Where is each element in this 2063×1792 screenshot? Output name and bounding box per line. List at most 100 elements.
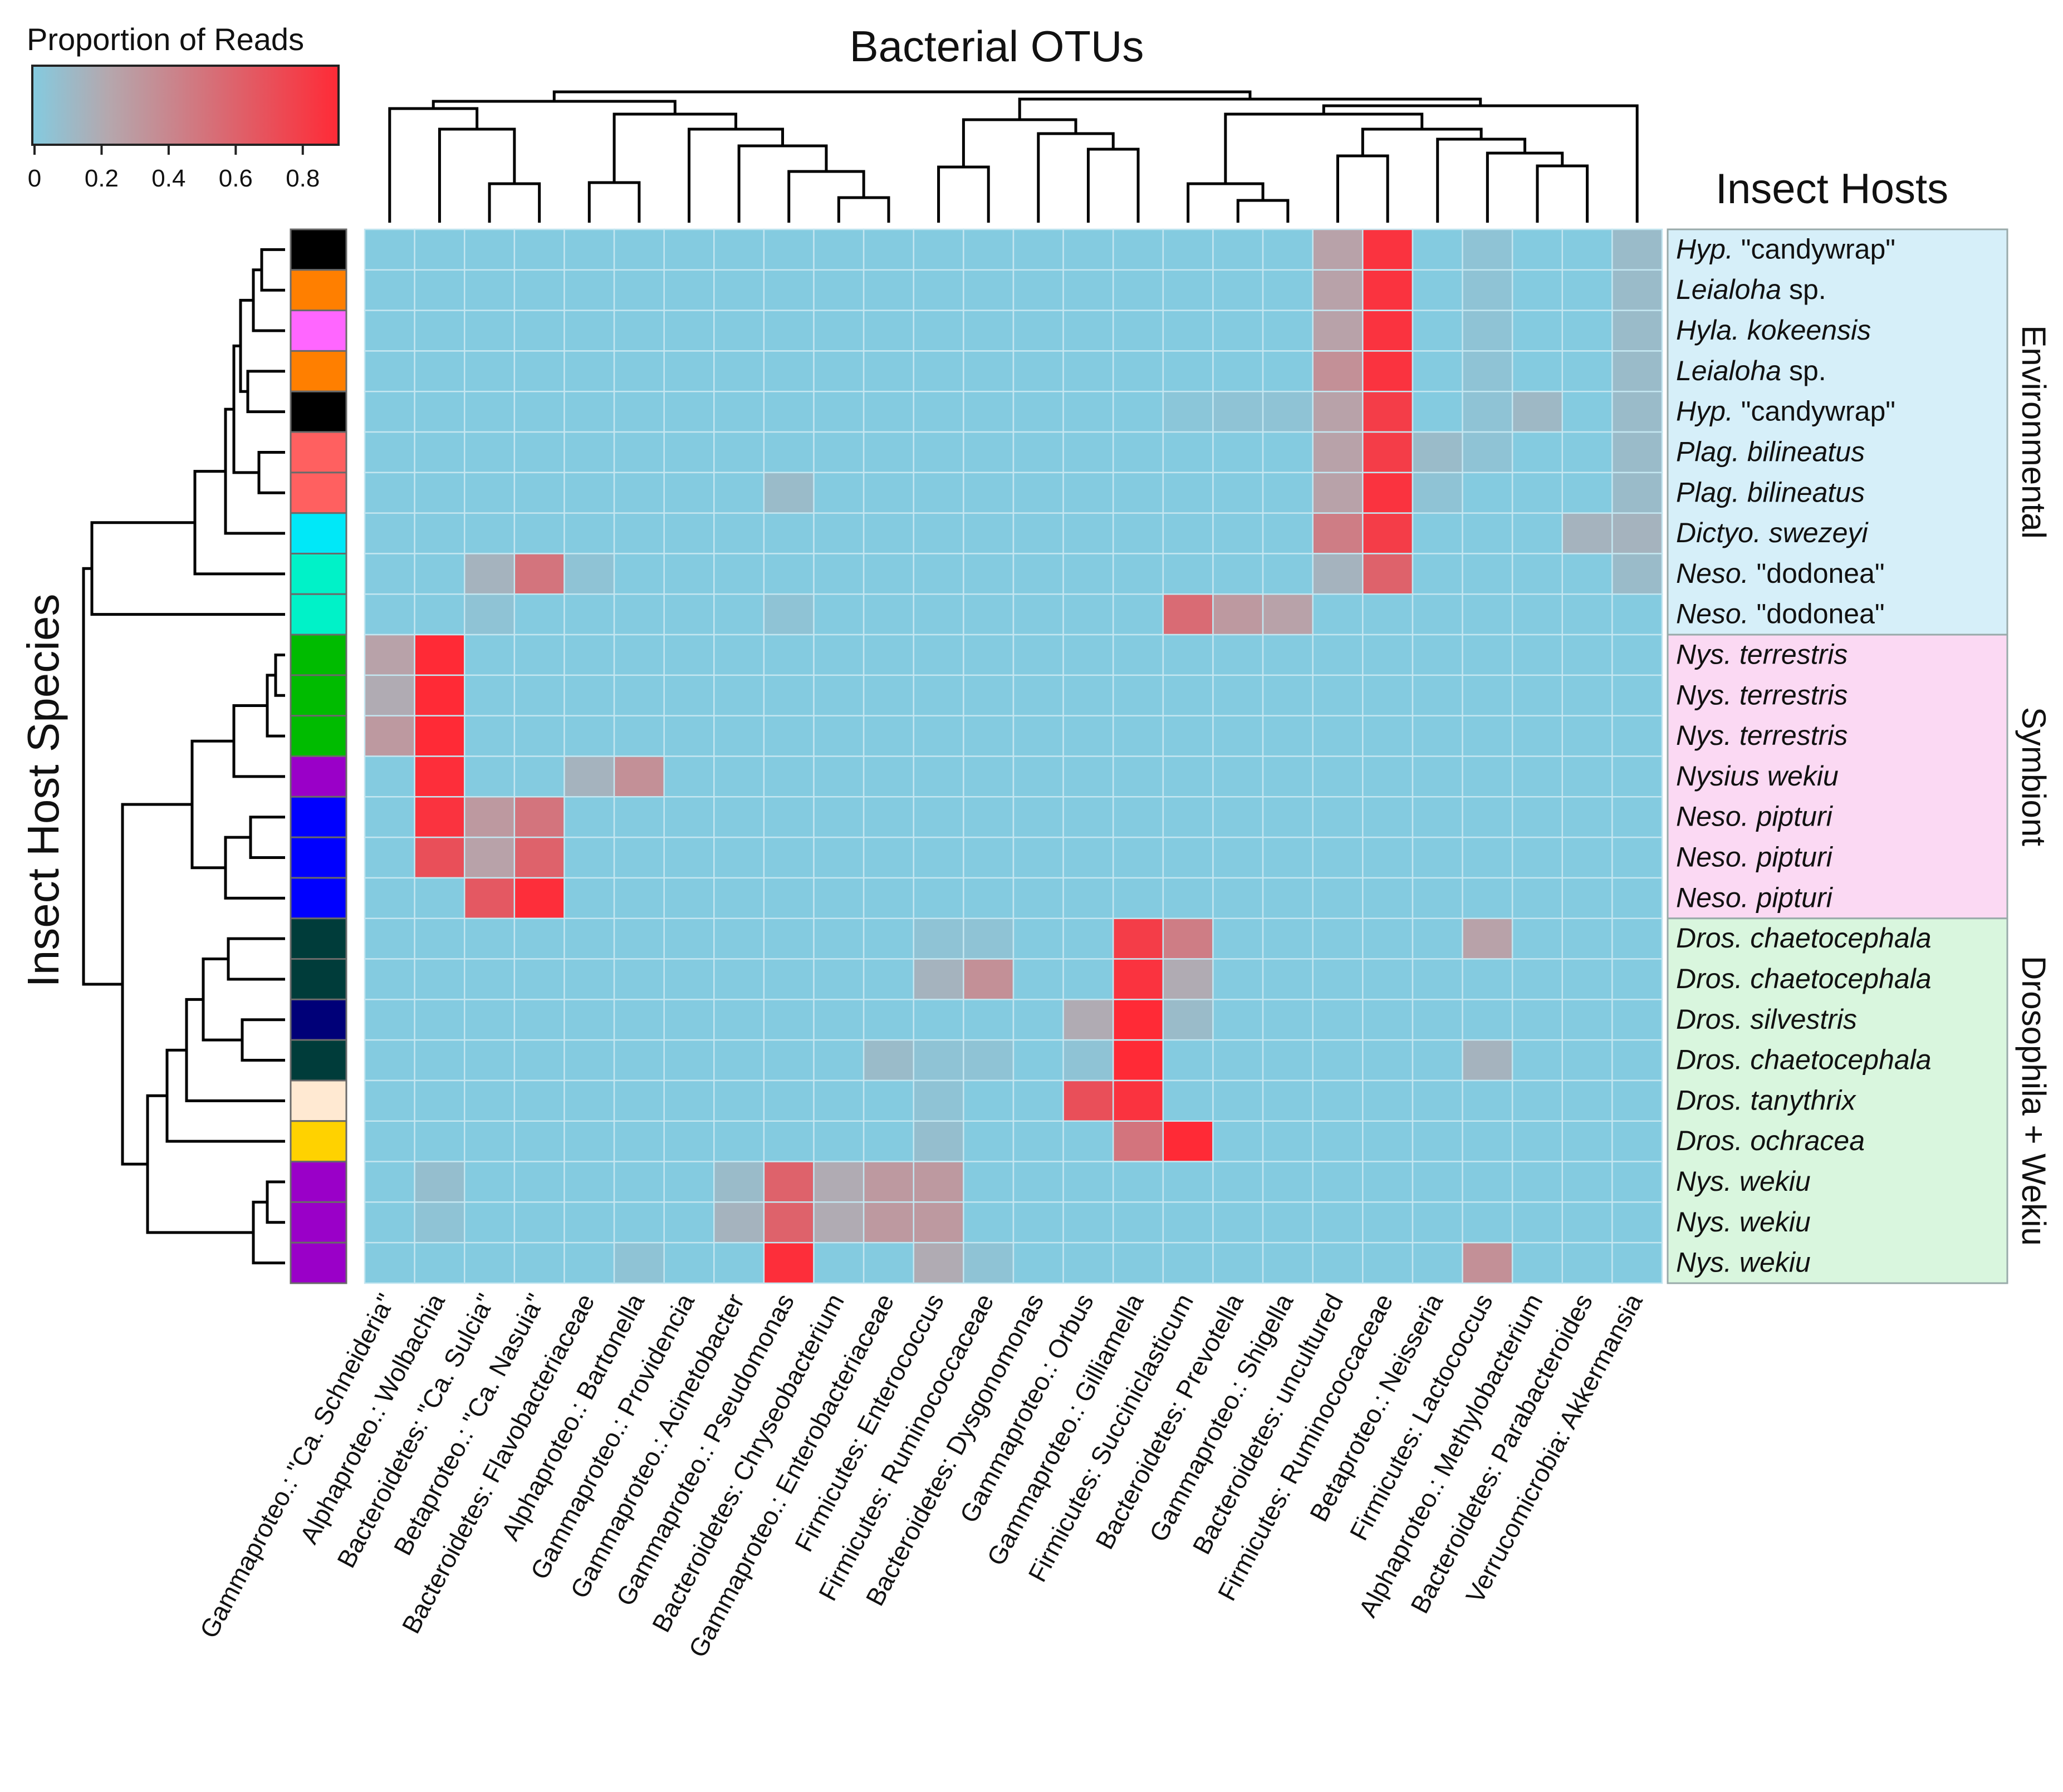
heatmap-cell bbox=[1262, 917, 1314, 960]
row-color-swatch bbox=[290, 310, 347, 352]
heatmap-cell bbox=[1262, 512, 1314, 554]
dendrogram-branch bbox=[388, 107, 479, 223]
heatmap-cell bbox=[414, 1039, 465, 1082]
heatmap-cell bbox=[1012, 715, 1064, 757]
row-label: Dros. silvestris bbox=[1676, 1004, 1857, 1035]
heatmap-cell bbox=[813, 796, 865, 838]
heatmap-cell bbox=[463, 877, 516, 919]
heatmap-cell bbox=[1561, 755, 1613, 798]
heatmap-cell bbox=[813, 836, 865, 879]
heatmap-cell bbox=[713, 796, 765, 838]
heatmap-cell bbox=[1062, 553, 1114, 595]
dendrogram-branch bbox=[190, 739, 234, 870]
heatmap-cell bbox=[1262, 958, 1314, 1000]
row-color-swatch bbox=[290, 350, 347, 392]
heatmap-cell bbox=[563, 1161, 615, 1203]
heatmap-cell bbox=[1012, 958, 1064, 1000]
heatmap-cell bbox=[913, 877, 964, 919]
heatmap-cell bbox=[1012, 553, 1064, 595]
heatmap-cell bbox=[813, 1241, 865, 1284]
heatmap-cell bbox=[364, 228, 415, 271]
heatmap-cell bbox=[1362, 512, 1414, 554]
heatmap-cell bbox=[613, 310, 665, 352]
row-label-host: Neso. pipturi bbox=[1676, 842, 1834, 873]
heatmap-cell bbox=[963, 350, 1015, 392]
row-color-swatch bbox=[290, 552, 347, 595]
heatmap-cell bbox=[913, 1161, 964, 1203]
heatmap-cell bbox=[813, 310, 865, 352]
heatmap-cell bbox=[364, 553, 415, 595]
row-label-host: Hyp. bbox=[1676, 396, 1733, 427]
row-label-suffix: "dodonea" bbox=[1749, 598, 1885, 630]
heatmap-cell bbox=[563, 917, 615, 960]
heatmap-cell bbox=[763, 472, 815, 514]
heatmap-cell bbox=[1112, 836, 1164, 879]
heatmap-cell bbox=[1561, 715, 1613, 757]
heatmap-cell bbox=[1012, 1120, 1064, 1162]
heatmap-cell bbox=[1312, 1201, 1364, 1244]
heatmap-cell bbox=[1412, 593, 1463, 636]
column-dendrogram bbox=[388, 90, 1639, 223]
heatmap-cell bbox=[1112, 755, 1164, 798]
heatmap-cell bbox=[863, 593, 915, 636]
heatmap-cell bbox=[613, 269, 665, 311]
row-color-swatch bbox=[290, 593, 347, 636]
row-color-swatch bbox=[290, 1201, 347, 1244]
heatmap-cell bbox=[1012, 431, 1064, 474]
heatmap-cell bbox=[1511, 1039, 1564, 1082]
dendrogram-branch bbox=[1037, 132, 1115, 223]
heatmap-cell bbox=[1212, 1120, 1264, 1162]
heatmap-cell bbox=[663, 634, 715, 676]
heatmap-cell bbox=[1012, 877, 1064, 919]
heatmap-cell bbox=[763, 674, 815, 716]
heatmap-cell bbox=[1112, 553, 1164, 595]
heatmap-cell bbox=[1062, 512, 1114, 554]
heatmap-cell bbox=[463, 836, 516, 879]
heatmap-cell bbox=[513, 350, 565, 392]
heatmap-cell bbox=[1611, 755, 1663, 798]
heatmap-cell bbox=[713, 755, 765, 798]
row-color-swatch bbox=[290, 836, 347, 879]
heatmap-cell bbox=[613, 796, 665, 838]
heatmap-cell bbox=[1412, 1161, 1463, 1203]
heatmap-cell bbox=[1412, 917, 1463, 960]
heatmap-cell bbox=[1511, 593, 1564, 636]
heatmap-cell bbox=[963, 593, 1015, 636]
heatmap-cell bbox=[1262, 593, 1314, 636]
heatmap-cell bbox=[1112, 674, 1164, 716]
heatmap-cell bbox=[463, 1201, 516, 1244]
heatmap-cell bbox=[813, 1079, 865, 1122]
heatmap-cell bbox=[1062, 228, 1114, 271]
heatmap-cell bbox=[1112, 472, 1164, 514]
heatmap-cell bbox=[1062, 593, 1114, 636]
heatmap-cell bbox=[1412, 553, 1463, 595]
heatmap-cell bbox=[1362, 1079, 1414, 1122]
heatmap-cell bbox=[463, 390, 516, 433]
heatmap-cell bbox=[963, 1241, 1015, 1284]
heatmap-cell bbox=[813, 999, 865, 1041]
group-label: Environmental bbox=[2015, 325, 2052, 539]
heatmap-cell bbox=[1212, 269, 1264, 311]
heatmap-cell bbox=[1162, 796, 1214, 838]
heatmap-cell bbox=[713, 1241, 765, 1284]
heatmap-cell bbox=[613, 553, 665, 595]
heatmap-cell bbox=[1262, 1079, 1314, 1122]
row-label: Dros. chaetocephala bbox=[1676, 922, 1932, 954]
heatmap-cell bbox=[1162, 715, 1214, 757]
heatmap-cell bbox=[913, 390, 964, 433]
heatmap-cell bbox=[1012, 836, 1064, 879]
heatmap-cell bbox=[1312, 796, 1364, 838]
heatmap-cell bbox=[863, 1039, 915, 1082]
heatmap-cell bbox=[1611, 917, 1663, 960]
heatmap-cell bbox=[963, 715, 1015, 757]
heatmap-cell bbox=[863, 390, 915, 433]
heatmap-cell bbox=[913, 472, 964, 514]
heatmap-cell bbox=[1312, 1039, 1364, 1082]
heatmap-cell bbox=[1162, 999, 1214, 1041]
heatmap-cell bbox=[1062, 796, 1114, 838]
heatmap-cell bbox=[1611, 634, 1663, 676]
heatmap-cell bbox=[1212, 674, 1264, 716]
heatmap-cell bbox=[1012, 472, 1064, 514]
heatmap-cell bbox=[913, 917, 964, 960]
row-label-host: Dros. chaetocephala bbox=[1676, 1044, 1932, 1076]
